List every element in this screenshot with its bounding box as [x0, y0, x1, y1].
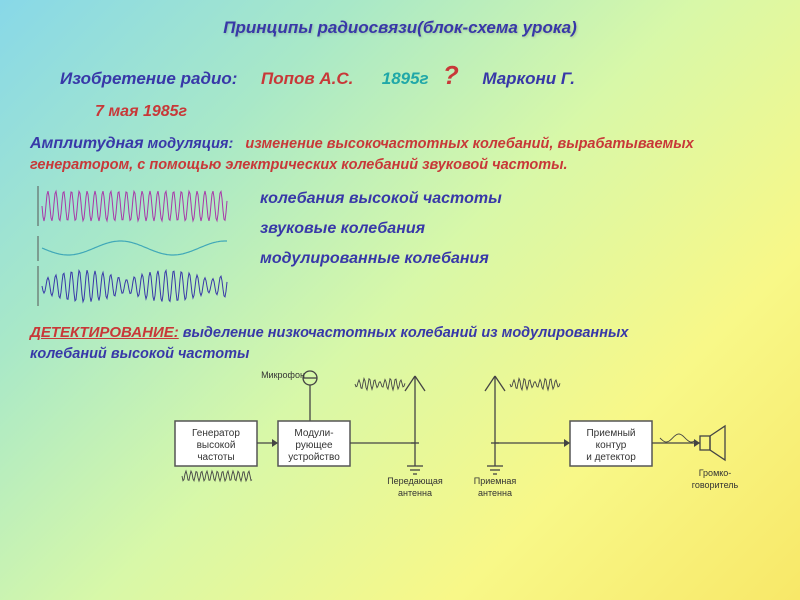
gen-output-wave [182, 471, 252, 481]
microphone-icon [303, 371, 317, 401]
detect-head: ДЕТЕКТИРОВАНИЕ: [30, 324, 179, 341]
hf-label: колебания высокой частоты [260, 190, 502, 208]
tx-ant-label2: антенна [398, 488, 432, 498]
question-mark: ? [443, 60, 459, 90]
speaker-icon [700, 426, 725, 460]
waves-section: колебания высокой частоты звуковые колеб… [0, 176, 800, 306]
modulated-output-wave [355, 379, 405, 391]
recv-text2: контур [596, 440, 627, 451]
invention-year: 1895г [382, 69, 429, 88]
date-row: 7 мая 1985г [0, 91, 800, 121]
audio-label: звуковые колебания [260, 220, 502, 238]
page-title: Принципы радиосвязи(блок-схема урока) [0, 0, 800, 38]
detect-def1: выделение низкочастотных колебаний из мо… [183, 325, 629, 341]
wave-labels: колебания высокой частоты звуковые колеб… [260, 186, 502, 306]
audio-wave [42, 241, 227, 255]
gen-text3: частоты [197, 452, 234, 463]
spk-label1: Громко- [699, 468, 732, 478]
spk-label2: говоритель [692, 480, 739, 490]
tx-antenna [405, 376, 425, 443]
am-head: Амплитудная [30, 135, 144, 152]
invention-row: Изобретение радио: Попов А.С. 1895г ? Ма… [0, 38, 800, 91]
rx-ant-label1: Приемная [474, 476, 517, 486]
recv-text3: и детектор [586, 452, 636, 463]
rx-ant-label2: антенна [478, 488, 512, 498]
invention-person2: Маркони Г. [482, 69, 575, 88]
mod-label: модулированные колебания [260, 250, 502, 268]
mod-text3: устройство [288, 452, 340, 463]
detect-def2: колебаний высокой частоты [30, 346, 249, 362]
gen-text1: Генератор [192, 428, 240, 439]
hf-wave [42, 191, 227, 221]
mod-text2: рующее [295, 440, 333, 451]
detect-block: ДЕТЕКТИРОВАНИЕ: выделение низкочастотных… [0, 306, 800, 367]
rx-antenna [485, 376, 505, 443]
mic-label: Микрофон [261, 370, 305, 380]
am-block: Амплитудная модуляция: изменение высокоч… [0, 121, 800, 176]
modulated-wave [42, 270, 227, 302]
recv-text1: Приемный [586, 428, 635, 439]
mod-text1: Модули- [294, 428, 333, 439]
invention-person1: Попов А.С. [261, 69, 353, 88]
detected-wave [660, 434, 695, 442]
received-wave [510, 379, 560, 391]
wave-diagrams [30, 186, 235, 306]
gen-text2: высокой [197, 440, 236, 451]
am-word: модуляция: [148, 136, 234, 152]
invention-label: Изобретение радио: [60, 69, 237, 88]
block-diagram: Микрофон Генератор высокой частоты Модул… [0, 366, 800, 516]
tx-ant-label1: Передающая [387, 476, 443, 486]
